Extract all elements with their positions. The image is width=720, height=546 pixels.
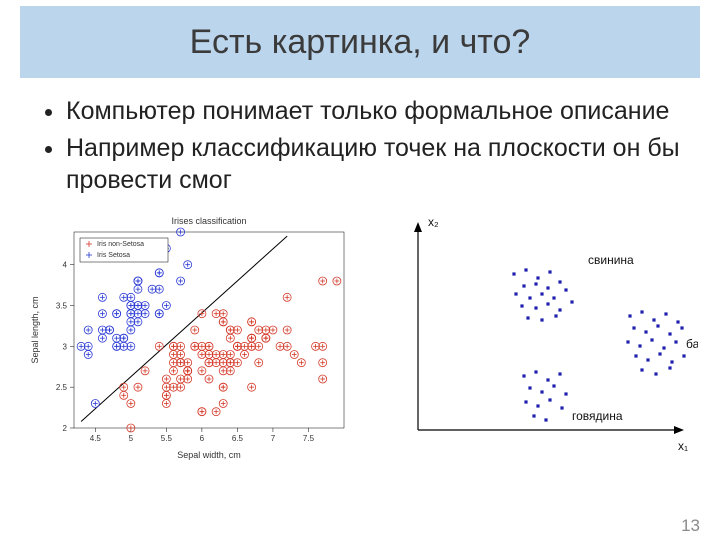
slide-title: Есть картинка, и что?	[190, 23, 531, 62]
svg-text:2: 2	[63, 424, 68, 433]
svg-text:6.5: 6.5	[232, 434, 244, 443]
svg-text:5.5: 5.5	[161, 434, 173, 443]
svg-text:6: 6	[200, 434, 205, 443]
svg-text:Sepal length, cm: Sepal length, cm	[30, 296, 40, 363]
svg-text:7.5: 7.5	[303, 434, 315, 443]
svg-text:5: 5	[129, 434, 134, 443]
bullet-item: Компьютер понимает только формальное опи…	[66, 96, 680, 127]
svg-text:4.5: 4.5	[90, 434, 102, 443]
svg-text:Iris non-Setosa: Iris non-Setosa	[97, 241, 144, 248]
svg-text:баранина: баранина	[686, 337, 698, 351]
page-number: 13	[681, 516, 700, 536]
svg-text:7: 7	[271, 434, 276, 443]
meat-clusters-chart: x₂ x₁ свинина баранина говядина	[378, 210, 698, 467]
svg-text:2.5: 2.5	[56, 383, 68, 392]
slide-title-bar: Есть картинка, и что?	[20, 6, 700, 78]
svg-text:4: 4	[63, 260, 68, 269]
bullet-list: Компьютер понимает только формальное опи…	[36, 96, 680, 196]
svg-text:говядина: говядина	[572, 409, 623, 423]
slide-body: Компьютер понимает только формальное опи…	[0, 78, 720, 196]
svg-text:Sepal width, cm: Sepal width, cm	[177, 450, 241, 460]
svg-text:x₁: x₁	[678, 439, 688, 453]
svg-text:Iris Setosa: Iris Setosa	[97, 252, 130, 259]
svg-text:3: 3	[63, 342, 68, 351]
charts-row: 4.5 5 5.5 6 6.5 7 7.5 2 2.5 3 3.5 4 Sepal width, cm S…	[0, 202, 720, 467]
iris-scatter-chart: 4.5 5 5.5 6 6.5 7 7.5 2 2.5 3 3.5 4 Sepal width, cm S…	[24, 210, 354, 467]
svg-text:3.5: 3.5	[56, 301, 68, 310]
svg-text:свинина: свинина	[588, 253, 634, 267]
bullet-item: Например классификацию точек на плоскост…	[66, 133, 680, 196]
svg-text:x₂: x₂	[428, 215, 439, 229]
svg-text:Irises classification: Irises classification	[171, 216, 246, 226]
